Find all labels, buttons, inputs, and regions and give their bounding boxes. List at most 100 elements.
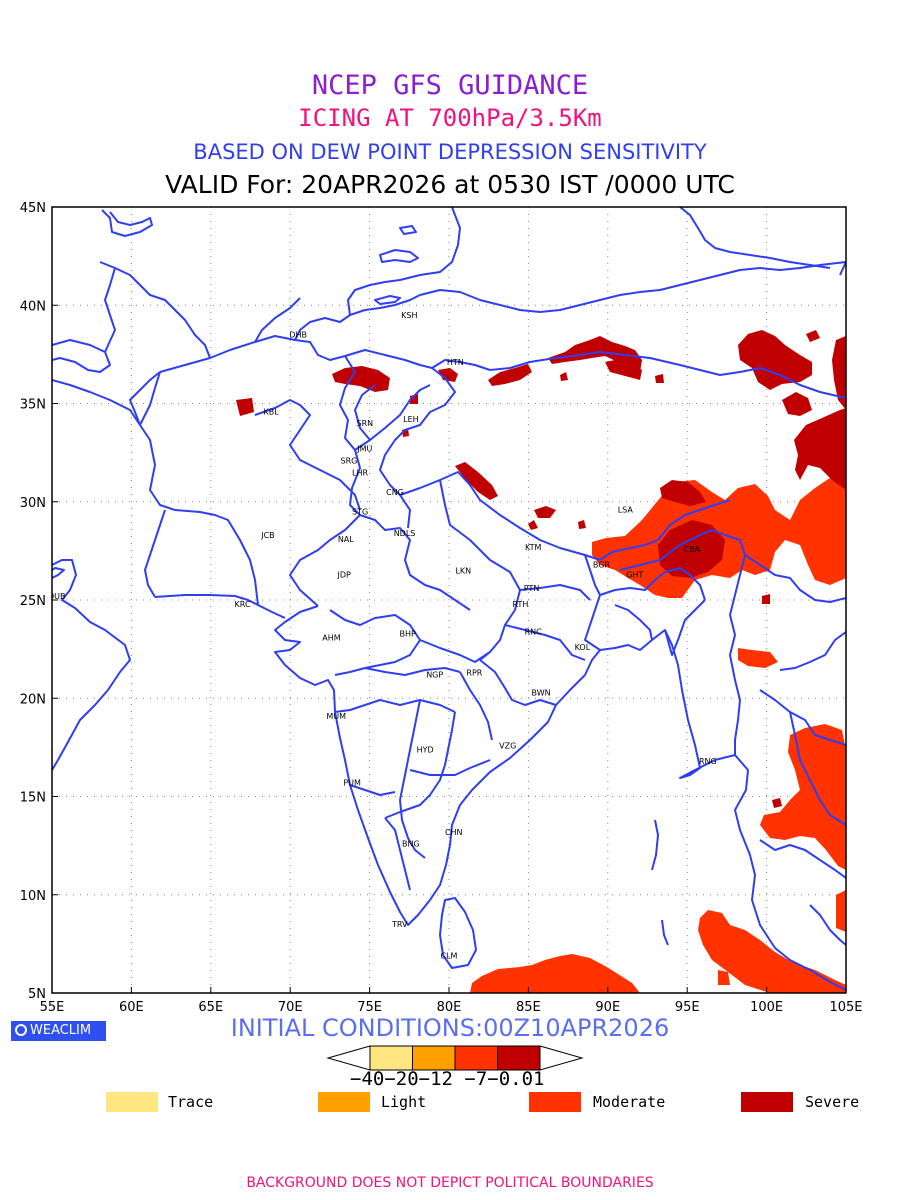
icing-shading (236, 330, 846, 993)
boundary-line (664, 599, 706, 656)
boundary-line (431, 359, 491, 371)
islands-nicobar (661, 919, 669, 946)
coastline-pakistan (154, 594, 286, 619)
city-label: DHB (289, 331, 307, 340)
coastline-gulf (52, 559, 131, 771)
lat-tick-label: 25N (20, 594, 46, 609)
weaclim-logo-icon (15, 1024, 27, 1036)
legend-label-severe: Severe (805, 1093, 860, 1111)
islands-andaman (651, 819, 659, 871)
boundary-line (419, 639, 491, 663)
city-label: KBL (264, 407, 280, 416)
boundary-line (349, 784, 396, 796)
boundary-line (159, 335, 346, 373)
lon-tick-label: 100E (750, 1000, 783, 1015)
icing-area-moderate (760, 724, 846, 870)
icing-area-severe (410, 394, 418, 404)
city-label: VZG (499, 741, 516, 750)
boundary-line (347, 207, 461, 316)
icing-area-severe (772, 798, 782, 808)
boundary-line (399, 494, 411, 529)
boundary-line (399, 799, 426, 859)
boundary-line (614, 604, 653, 641)
icing-area-severe (660, 480, 706, 506)
boundary-line (52, 379, 141, 426)
title-line-2: ICING AT 700hPa/3.5Km (298, 104, 602, 132)
icing-area-severe (658, 520, 725, 578)
boundary-line (139, 424, 259, 606)
city-label: AHM (322, 633, 340, 642)
icing-area-severe (762, 594, 770, 604)
icing-area-severe (438, 368, 458, 382)
icing-area-severe (782, 392, 812, 416)
boundary-line (599, 539, 659, 561)
city-label: HTN (447, 358, 464, 367)
graticule (52, 207, 846, 993)
lon-tick-label: 55E (40, 1000, 65, 1015)
city-label: RPR (466, 669, 482, 678)
city-label: CHN (445, 828, 463, 837)
boundary-line (359, 514, 471, 611)
boundary-line (379, 367, 456, 496)
coastline-india (274, 605, 601, 926)
city-label: KSH (401, 311, 417, 320)
lat-tick-label: 10N (20, 889, 46, 904)
icing-area-severe (605, 358, 642, 380)
lon-tick-label: 70E (278, 1000, 303, 1015)
icing-area-moderate (470, 954, 640, 993)
icing-area-severe (534, 506, 556, 518)
city-label: NGP (426, 671, 443, 680)
boundary-line (459, 671, 493, 741)
lon-tick-label: 95E (675, 1000, 700, 1015)
coastline-srilanka (439, 897, 477, 969)
title-line-1: NCEP GFS GUIDANCE (311, 70, 589, 101)
city-label: LEH (403, 415, 419, 424)
axis-labels: 55E 60E 65E 70E 75E 80E 85E 90E 95E 100E 105E 45N 40… (20, 201, 863, 1015)
lat-tick-label: 30N (20, 496, 46, 511)
city-label: JMU (356, 445, 372, 454)
lat-tick-label: 40N (20, 299, 46, 314)
boundary-line (419, 261, 846, 313)
city-label: PTN (524, 584, 540, 593)
boundary-line (289, 514, 361, 607)
boundary-line (759, 689, 846, 746)
lat-tick-label: 20N (20, 692, 46, 707)
icing-area-severe (794, 408, 846, 490)
boundary-line (789, 711, 846, 826)
boundary-line (599, 567, 706, 601)
icing-area-severe (806, 330, 820, 342)
icing-area-severe (655, 374, 664, 383)
city-label: JDP (337, 570, 352, 579)
legend-label-trace: Trace (168, 1093, 214, 1111)
initial-conditions: INITIAL CONDITIONS:00Z10APR2026 (230, 1014, 670, 1042)
boundary-line (759, 839, 846, 879)
boundary-line (399, 699, 421, 801)
lat-tick-label: 45N (20, 201, 46, 216)
coastlines (52, 209, 846, 991)
coastline-bay (599, 629, 846, 991)
lon-tick-label: 90E (595, 1000, 620, 1015)
boundary-line (384, 711, 456, 819)
icing-area-severe (832, 336, 846, 410)
icing-area-severe (578, 520, 586, 529)
city-label: NAL (338, 535, 354, 544)
boundary-line (679, 207, 831, 269)
city-label: KTM (525, 543, 542, 552)
lat-tick-label: 15N (20, 791, 46, 806)
city-label: MUM (326, 712, 346, 721)
boundary-line (334, 699, 456, 713)
lon-tick-label: 60E (119, 1000, 144, 1015)
boundary-line (409, 759, 491, 776)
boundary-line (479, 659, 557, 706)
boundary-line (104, 267, 116, 353)
city-label: HYD (417, 745, 434, 754)
lake-balkhash (379, 249, 419, 263)
city-label: BHP (400, 629, 417, 638)
boundary-line (329, 609, 421, 676)
boundary-line (129, 371, 161, 426)
lake-small (399, 225, 417, 235)
icing-area-severe (332, 366, 390, 392)
lon-tick-label: 65E (198, 1000, 223, 1015)
city-label: LSA (618, 506, 634, 515)
icing-area-severe (548, 336, 642, 372)
